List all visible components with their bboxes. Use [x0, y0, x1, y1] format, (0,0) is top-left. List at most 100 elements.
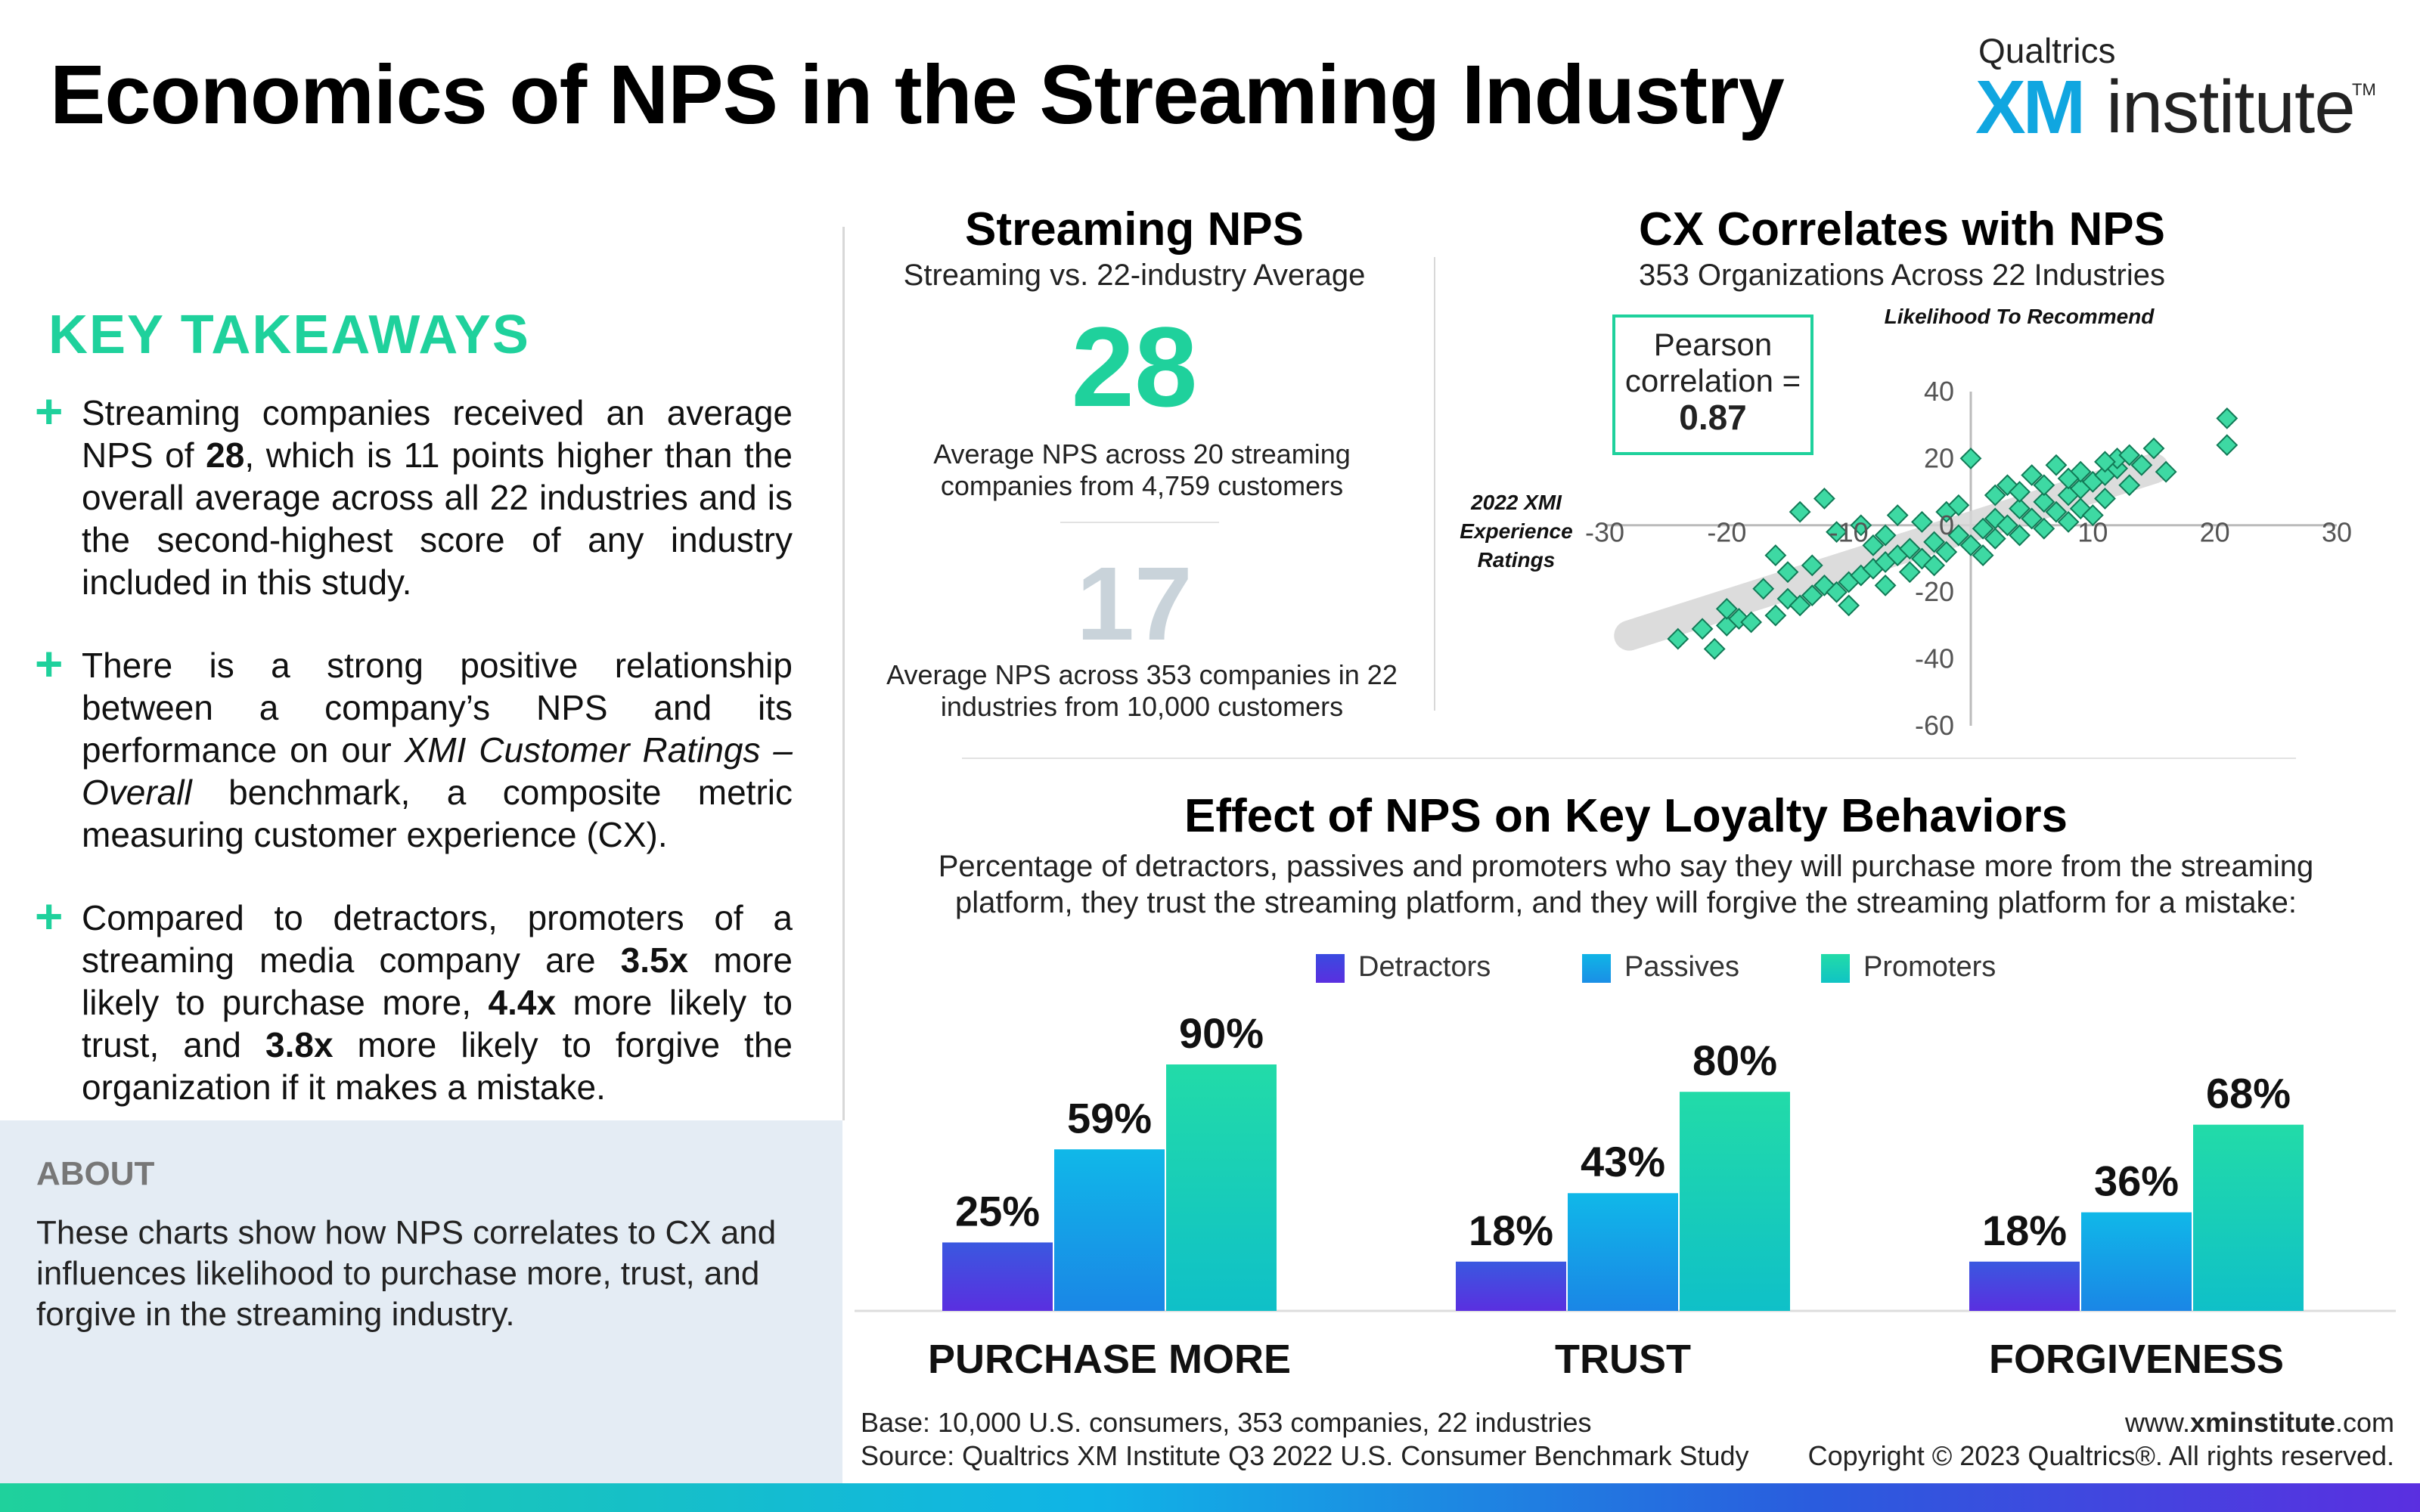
- bar-promoters: [1680, 1092, 1790, 1311]
- scatter-point: [1838, 594, 1860, 617]
- scatter-point: [2118, 474, 2141, 497]
- bar-value-label: 68%: [2206, 1070, 2291, 1117]
- scatter-point: [1715, 597, 1738, 620]
- scatter-point: [1923, 531, 1946, 553]
- scatter-point: [1911, 510, 1933, 533]
- scatter-point: [2009, 481, 2031, 503]
- page-title: Economics of NPS in the Streaming Indust…: [50, 48, 1785, 141]
- scatter-point: [1850, 564, 1872, 587]
- legend-label: Promoters: [1863, 951, 1996, 983]
- bar-value-label: 18%: [1982, 1207, 2067, 1254]
- legend-swatch: [1821, 954, 1850, 983]
- scatter-point: [1728, 608, 1750, 630]
- scatter-point: [1935, 500, 1958, 523]
- scatter-x-tick: 30: [2322, 516, 2352, 547]
- scatter-point: [1996, 514, 2018, 537]
- bar-category-label: TRUST: [1555, 1337, 1691, 1382]
- scatter-y-tick: -20: [1915, 576, 1954, 607]
- scatter-point: [2045, 454, 2068, 476]
- footer-copyright: Copyright © 2023 Qualtrics®. All rights …: [1807, 1440, 2394, 1471]
- footer-url[interactable]: www.xminstitute.com: [2124, 1407, 2394, 1438]
- bar-value-label: 59%: [1067, 1094, 1152, 1142]
- brand-xm-logo-text: XM: [1975, 65, 2086, 150]
- bar-detractors: [1456, 1261, 1566, 1311]
- bar-passives: [1054, 1149, 1165, 1311]
- scatter-point: [2106, 447, 2129, 469]
- scatter-point: [1789, 594, 1811, 617]
- scatter-x-axis-label: 2022 XMI Experience Ratings: [1460, 491, 1573, 572]
- scatter-point: [1984, 507, 2006, 530]
- section-divider: [962, 758, 2296, 759]
- takeaway-2: There is a strong positive relationship …: [82, 646, 793, 854]
- scatter-point: [2094, 488, 2116, 510]
- scatter-point: [1996, 474, 2018, 497]
- scatter-title: CX Correlates with NPS: [1639, 203, 2165, 256]
- correlation-value: 0.87: [1679, 398, 1747, 437]
- brand-trademark: TM: [2352, 80, 2376, 99]
- scatter-point: [1923, 554, 1946, 577]
- scatter-point: [1898, 538, 1921, 560]
- scatter-point: [1959, 534, 1982, 556]
- scatter-point: [1801, 554, 1823, 577]
- scatter-point: [1947, 524, 1970, 547]
- column-divider: [842, 227, 845, 1120]
- industry-nps-note: Average NPS across 353 companies in 22 i…: [886, 659, 1398, 722]
- bar-passives: [1568, 1193, 1678, 1311]
- scatter-point: [1874, 524, 1897, 547]
- scatter-y-tick: -60: [1915, 710, 1954, 741]
- scatter-point: [2033, 517, 2055, 540]
- bottom-gradient-bar: [0, 1483, 2420, 1512]
- scatter-point: [1764, 604, 1787, 627]
- industry-nps-value: 17: [1076, 546, 1193, 662]
- scatter-point: [2033, 491, 2055, 513]
- bar-value-label: 36%: [2094, 1157, 2179, 1205]
- bar-value-label: 18%: [1469, 1207, 1553, 1254]
- scatter-y-tick: 40: [1924, 376, 1954, 407]
- scatter-point: [2094, 464, 2116, 486]
- scatter-point: [1826, 521, 1848, 544]
- scatter-point: [2021, 507, 2043, 530]
- bar-value-label: 43%: [1581, 1138, 1665, 1185]
- footer-right: www.xminstitute.com Copyright © 2023 Qua…: [1808, 1406, 2394, 1473]
- scatter-point: [1740, 611, 1763, 634]
- scatter-point: [2057, 510, 2080, 533]
- scatter-point: [1691, 618, 1714, 640]
- scatter-point: [2009, 524, 2031, 547]
- legend-label: Detractors: [1358, 951, 1491, 983]
- scatter-point: [1947, 494, 1970, 516]
- scatter-point: [1862, 557, 1885, 580]
- scatter-x-tick: 10: [2077, 516, 2108, 547]
- scatter-y-tick: 0: [1939, 510, 1954, 541]
- legend-swatch: [1316, 954, 1345, 983]
- scatter-point: [1752, 578, 1775, 600]
- correlation-label: Pearson correlation =: [1624, 327, 1801, 398]
- bar-value-label: 80%: [1692, 1036, 1777, 1084]
- bar-value-label: 90%: [1179, 1009, 1264, 1057]
- about-panel: [0, 1120, 842, 1483]
- bar-chart-title: Effect of NPS on Key Loyalty Behaviors: [1184, 790, 2068, 842]
- scatter-point: [1813, 574, 1835, 596]
- scatter-point: [2021, 464, 2043, 486]
- trend-band: [1614, 453, 2169, 651]
- scatter-point: [1862, 534, 1885, 556]
- about-heading: ABOUT: [36, 1155, 155, 1192]
- scatter-point: [2045, 500, 2068, 523]
- scatter-point: [1776, 561, 1799, 584]
- bar-detractors: [942, 1242, 1053, 1311]
- scatter-point: [2069, 497, 2092, 520]
- scatter-subtitle: 353 Organizations Across 22 Industries: [1639, 259, 2165, 292]
- scatter-point: [1838, 571, 1860, 593]
- scatter-point: [2069, 477, 2092, 500]
- scatter-point: [1959, 447, 1982, 469]
- bar-passives: [2081, 1212, 2192, 1311]
- footer-source: Source: Qualtrics XM Institute Q3 2022 U…: [861, 1440, 1749, 1471]
- scatter-point: [1801, 584, 1823, 607]
- streaming-nps-note: Average NPS across 20 streaming companie…: [933, 438, 1351, 501]
- scatter-point: [1984, 528, 2006, 550]
- scatter-y-axis-label: Likelihood To Recommend: [1884, 305, 2155, 328]
- plus-icon: +: [35, 889, 64, 943]
- scatter-point: [1826, 581, 1848, 603]
- panel-divider: [1434, 257, 1435, 711]
- brand-institute-text: institute: [2106, 65, 2356, 148]
- plus-icon: +: [35, 637, 64, 691]
